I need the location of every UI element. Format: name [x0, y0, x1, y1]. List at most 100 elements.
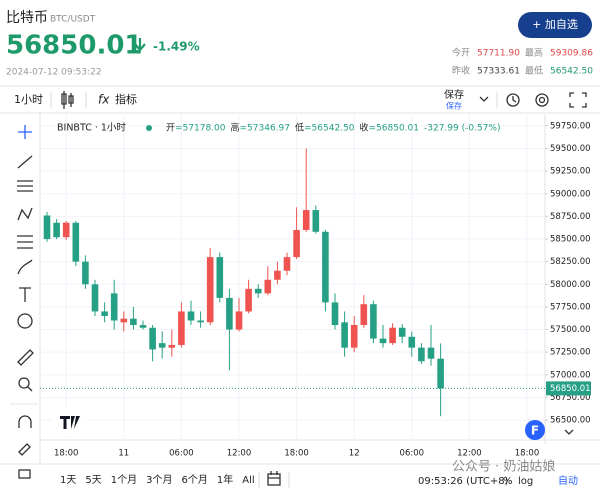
range-button[interactable]: All: [242, 475, 254, 486]
down-arrow: [134, 38, 146, 52]
symbol-label: BINBTC · 1小时: [57, 122, 126, 134]
y-tick-label: 58250.00: [550, 257, 591, 267]
y-tick-label: 59000.00: [550, 189, 591, 199]
candle-body: [283, 257, 291, 271]
badge-label[interactable]: F: [531, 424, 539, 438]
range-button[interactable]: 5天: [85, 475, 101, 486]
x-tick-label: 12: [349, 449, 360, 459]
x-tick-label: 18:00: [54, 449, 79, 459]
drawing-tools[interactable]: [17, 125, 34, 479]
interval-button[interactable]: 1小时: [14, 93, 43, 106]
candle-body: [331, 302, 339, 326]
last-price-box: [546, 381, 591, 396]
x-tick-label: 18:00: [284, 449, 309, 459]
scroll-icon[interactable]: [564, 429, 574, 435]
scale-option[interactable]: 自动: [558, 474, 578, 487]
candle-body: [370, 304, 377, 339]
candle-body: [254, 288, 262, 294]
candle-body: [389, 327, 396, 344]
y-tick-label: 56750.00: [550, 393, 591, 403]
legend-label: 收: [360, 122, 369, 134]
tv-logo: [60, 416, 80, 429]
candle-body: [274, 270, 281, 280]
candle-body: [178, 311, 185, 345]
add-watchlist-button[interactable]: [518, 12, 592, 38]
save-sub: 保存: [446, 101, 462, 111]
chart-type-icon[interactable]: [61, 91, 74, 109]
candle-body: [312, 210, 320, 232]
y-tick-label: 58500.00: [550, 235, 591, 245]
candle-body: [206, 257, 214, 323]
settings-icon[interactable]: [535, 93, 549, 107]
x-tick-label: 12:00: [457, 449, 482, 459]
candle-body: [216, 257, 224, 298]
y-tick-label: 57750.00: [550, 302, 591, 312]
stat-value: 57333.61: [477, 67, 520, 77]
stat-value: 57711.90: [477, 49, 520, 59]
add-watchlist-label[interactable]: + 加自选: [532, 18, 578, 31]
range-button[interactable]: 3个月: [146, 474, 172, 486]
tv-logo-bg: [52, 408, 86, 436]
timestamp: 2024-07-12 09:53:22: [6, 68, 102, 78]
fx-icon[interactable]: fx: [98, 93, 110, 107]
scale-option[interactable]: %: [503, 476, 513, 487]
y-tick-label: 59750.00: [550, 121, 591, 131]
stat-value: 56542.50: [550, 67, 593, 77]
asset-pair: BTC/USDT: [50, 15, 96, 25]
legend-value: =57178.00: [175, 124, 226, 134]
candle-body: [43, 215, 51, 240]
last-price-label: 56850.01: [550, 384, 591, 394]
scale-option[interactable]: log: [518, 476, 533, 487]
x-tick-label: 06:00: [169, 449, 194, 459]
status-dot: [146, 125, 152, 131]
candle-body: [149, 327, 156, 350]
legend-label: 开: [166, 123, 175, 134]
stat-label: 今开: [452, 47, 470, 59]
candle-body: [226, 297, 233, 330]
candle-body: [398, 327, 406, 337]
indicators-button[interactable]: 指标: [115, 92, 137, 106]
change: -1.49%: [153, 40, 200, 54]
candle-body: [302, 210, 310, 230]
save-menu-icon[interactable]: [479, 96, 489, 102]
candle-body: [101, 311, 108, 316]
candle-body: [245, 288, 252, 312]
y-tick-label: 59500.00: [550, 144, 591, 154]
calendar-icon[interactable]: [267, 471, 281, 486]
range-button[interactable]: 1年: [217, 473, 233, 486]
candle-body: [62, 222, 70, 238]
chart: 56500.00 56750.00 57000.00 57250.00 57500.00…: [40, 115, 600, 459]
badge[interactable]: [525, 420, 545, 440]
candle-body: [187, 311, 195, 321]
y-tick-label: 57500.00: [550, 325, 591, 335]
candle-body: [427, 347, 435, 359]
range-button[interactable]: 6个月: [182, 474, 208, 486]
candle-body: [418, 347, 425, 362]
candle-body: [130, 318, 137, 326]
x-tick-label: 12:00: [227, 449, 252, 459]
x-tick-label: 18:00: [515, 449, 540, 459]
range-button[interactable]: 1天: [60, 475, 76, 486]
legend-value: =56850.01: [369, 124, 419, 134]
candle-body: [322, 231, 329, 303]
legend-label: 高: [231, 122, 240, 134]
candle-body: [341, 322, 348, 348]
candle-body: [197, 320, 204, 323]
y-tick-label: 56500.00: [550, 416, 591, 426]
alert-icon[interactable]: [506, 93, 520, 107]
fullscreen-icon[interactable]: [569, 92, 587, 108]
candle-body: [360, 304, 368, 326]
candle-body: [168, 344, 176, 348]
stat-label: 最高: [525, 47, 543, 59]
save-button[interactable]: 保存: [444, 88, 464, 101]
candle-body: [408, 336, 416, 348]
candle-body: [72, 222, 80, 262]
candle-body: [264, 279, 272, 294]
price: 56850.01: [6, 31, 143, 61]
candle-body: [91, 284, 99, 312]
legend-value: -327.99 (-0.57%): [424, 124, 500, 134]
candle-body: [139, 325, 147, 328]
range-button[interactable]: 1个月: [111, 474, 137, 486]
